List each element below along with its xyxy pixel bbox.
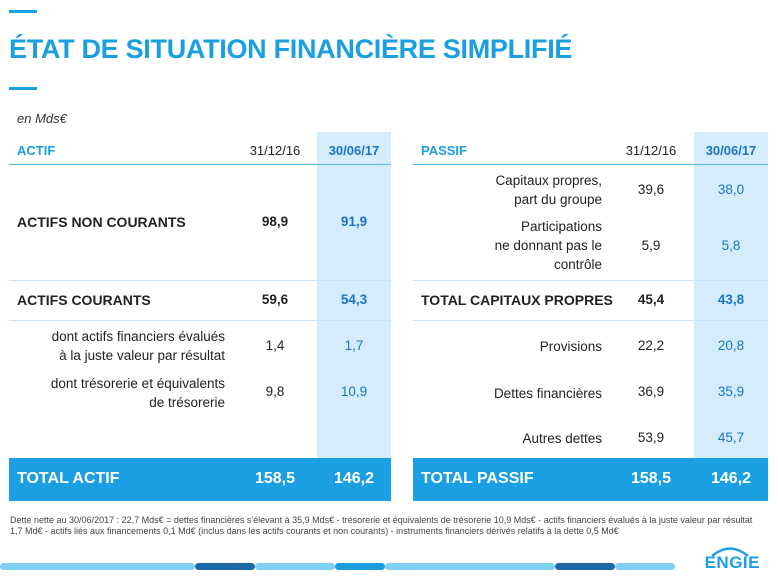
actif-row-value-2017: 91,9	[340, 214, 368, 229]
actif-header: ACTIF	[17, 143, 56, 158]
passif-row-value-2016: 5,9	[641, 238, 661, 253]
footnote: Dette nette au 30/06/2017 : 22,7 Mds€ = …	[10, 515, 768, 537]
actif-col-2017: 30/06/17	[328, 143, 380, 158]
passif-row-label: Dettes financières	[493, 386, 602, 401]
row-divider	[413, 320, 768, 321]
passif-row-value-2017: 5,8	[721, 238, 741, 253]
passif-row-value-2017: 45,7	[717, 430, 745, 445]
total-actif-2017: 146,2	[333, 470, 375, 487]
total-actif-2016: 158,5	[254, 470, 296, 487]
label-line: dont actifs financiers évalués	[51, 329, 225, 344]
label-line: Capitaux propres,	[495, 173, 602, 188]
actif-row-value-2016: 1,4	[265, 338, 285, 353]
passif-row-value-2017: 38,0	[717, 182, 745, 197]
passif-col-2016: 31/12/16	[625, 143, 677, 158]
footnote-line: Dette nette au 30/06/2017 : 22,7 Mds€ = …	[10, 515, 753, 525]
passif-row-value-2016: 45,4	[637, 292, 665, 307]
passif-row-value-2016: 36,9	[637, 384, 665, 399]
actif-row-value-2017: 54,3	[340, 292, 368, 307]
passif-row-label: TOTAL CAPITAUX PROPRES	[421, 292, 613, 308]
passif-header: PASSIF	[421, 143, 467, 158]
bar-segment	[615, 563, 675, 570]
row-divider	[9, 280, 391, 281]
footnote-line: 1,7 Md€ - actifs liés aux financements 0…	[10, 526, 619, 536]
row-divider	[413, 280, 768, 281]
actif-row-value-2016: 98,9	[261, 214, 289, 229]
passif-row-value-2017: 43,8	[717, 292, 745, 307]
bar-segment	[195, 563, 255, 570]
passif-row-value-2017: 20,8	[717, 338, 745, 353]
bar-segment	[385, 563, 555, 570]
engie-logo: ENGIE	[704, 553, 760, 572]
label-line: dont trésorerie et équivalents	[50, 376, 225, 391]
passif-row-value-2017: 35,9	[717, 384, 745, 399]
actif-col-2016: 31/12/16	[249, 143, 301, 158]
passif-row-value-2016: 22,2	[637, 338, 665, 353]
logo-arc-icon	[711, 547, 749, 557]
total-passif-2017: 146,2	[710, 470, 752, 487]
passif-highlight-column	[694, 132, 768, 458]
label-line: contrôle	[553, 257, 602, 272]
passif-row-label: Provisions	[539, 339, 602, 354]
passif-header-divider	[413, 164, 768, 165]
actif-row-value-2016: 59,6	[261, 292, 289, 307]
passif-row-label: Autres dettes	[522, 431, 602, 446]
bar-segment	[255, 563, 335, 570]
label-line: part du groupe	[514, 192, 602, 207]
page-title: ÉTAT DE SITUATION FINANCIÈRE SIMPLIFIÉ	[9, 34, 573, 64]
row-divider	[9, 320, 391, 321]
actif-row-value-2016: 9,8	[265, 384, 285, 399]
title-underline	[9, 87, 37, 90]
label-line: de trésorerie	[149, 395, 225, 410]
passif-row-value-2016: 53,9	[637, 430, 665, 445]
actif-row-label: ACTIFS NON COURANTS	[17, 214, 186, 230]
passif-row-value-2016: 39,6	[637, 182, 665, 197]
actif-row-label: dont trésorerie et équivalents de trésor…	[20, 374, 225, 412]
label-line: Participations	[520, 219, 602, 234]
bar-segment	[555, 563, 615, 570]
actif-row-value-2017: 1,7	[344, 338, 364, 353]
total-passif-2016: 158,5	[630, 470, 672, 487]
unit-label: en Mds€	[17, 111, 67, 126]
actif-row-label: ACTIFS COURANTS	[17, 292, 151, 308]
actif-row-label: dont actifs financiers évalués à la just…	[20, 327, 225, 365]
label-line: à la juste valeur par résultat	[59, 348, 225, 363]
top-accent-bar	[9, 10, 37, 13]
passif-row-label: Participations ne donnant pas le contrôl…	[413, 217, 602, 274]
actif-row-value-2017: 10,9	[340, 384, 368, 399]
passif-row-label: Capitaux propres, part du groupe	[413, 171, 602, 209]
passif-col-2017: 30/06/17	[705, 143, 757, 158]
passif-total-bar	[413, 458, 768, 501]
actif-header-divider	[9, 164, 391, 165]
bar-segment	[335, 563, 385, 570]
total-passif-label: TOTAL PASSIF	[421, 470, 534, 487]
total-actif-label: TOTAL ACTIF	[17, 470, 120, 487]
actif-highlight-column	[317, 132, 391, 458]
bar-segment	[0, 563, 195, 570]
actif-total-bar	[9, 458, 391, 501]
label-line: ne donnant pas le	[494, 238, 602, 253]
